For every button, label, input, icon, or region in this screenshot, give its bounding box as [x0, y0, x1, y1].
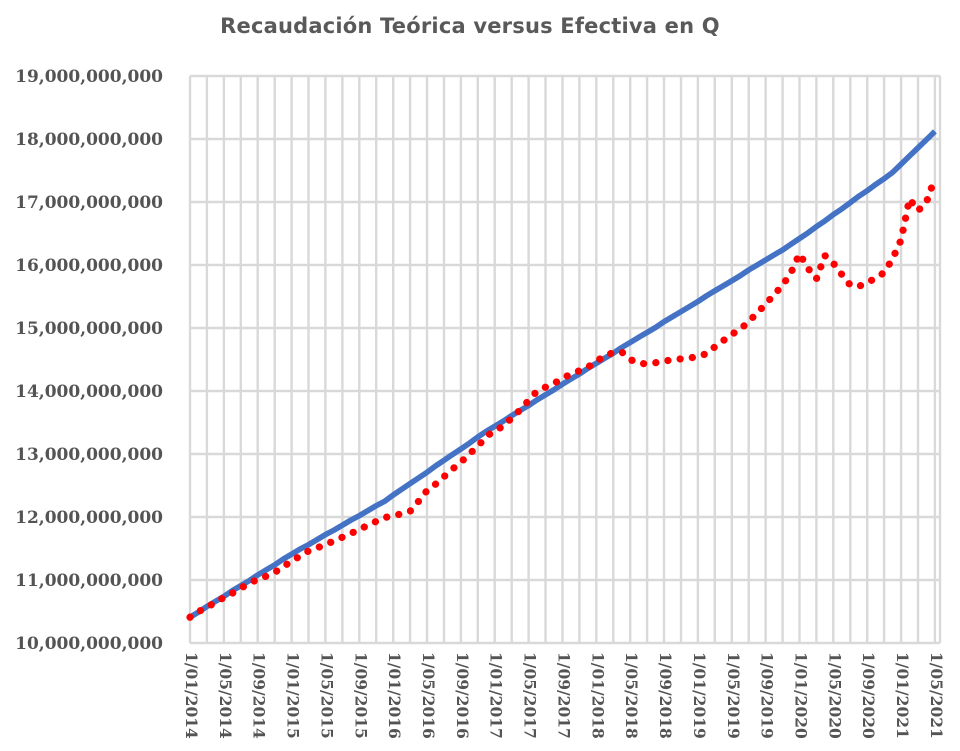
y-axis-tick-label: 14,000,000,000	[15, 382, 163, 402]
x-axis-tick-label: 1/01/2021	[893, 652, 912, 739]
x-axis-tick-label: 1/09/2019	[758, 652, 777, 739]
x-axis-tick-label: 1/01/2016	[385, 652, 404, 739]
x-axis-tick-label: 1/01/2017	[487, 652, 506, 739]
x-axis-tick-label: 1/01/2018	[588, 652, 607, 739]
x-axis-tick-label: 1/05/2018	[622, 652, 641, 739]
x-axis-tick-label: 1/09/2018	[656, 652, 675, 739]
y-axis-tick-label: 18,000,000,000	[15, 130, 163, 150]
chart-title: Recaudación Teórica versus Efectiva en Q	[220, 14, 720, 38]
x-axis-tick-label: 1/05/2019	[724, 652, 743, 739]
y-axis-tick-label: 16,000,000,000	[15, 256, 163, 276]
x-axis-tick-label: 1/05/2015	[317, 652, 336, 739]
x-axis-tick-label: 1/05/2021	[927, 652, 946, 739]
x-axis-tick-label: 1/01/2015	[284, 652, 303, 739]
y-axis-tick-label: 12,000,000,000	[15, 508, 163, 528]
x-axis-tick-label: 1/05/2020	[825, 652, 844, 739]
series-teorica-line	[188, 129, 937, 620]
x-axis-tick-label: 1/05/2017	[521, 652, 540, 739]
x-axis-tick-label: 1/09/2017	[555, 652, 574, 739]
y-axis-tick-label: 17,000,000,000	[15, 193, 163, 213]
x-axis-tick-label: 1/01/2014	[182, 652, 201, 739]
x-axis-tick-label: 1/09/2020	[859, 652, 878, 739]
y-axis-tick-label: 11,000,000,000	[15, 571, 163, 591]
x-axis-tick-label: 1/09/2016	[453, 652, 472, 739]
x-axis-tick-label: 1/05/2016	[419, 652, 438, 739]
x-axis-tick-label: 1/09/2015	[351, 652, 370, 739]
x-axis-tick-label: 1/09/2014	[250, 652, 269, 739]
y-axis-tick-label: 13,000,000,000	[15, 445, 163, 465]
y-axis-tick-label: 15,000,000,000	[15, 319, 163, 339]
x-axis-tick-label: 1/01/2020	[792, 652, 811, 739]
series-efectiva-dotted-line	[186, 174, 939, 621]
x-axis-tick-label: 1/05/2014	[216, 652, 235, 739]
x-axis-tick-label: 1/01/2019	[690, 652, 709, 739]
y-axis-tick-label: 19,000,000,000	[15, 67, 163, 87]
y-axis-tick-label: 10,000,000,000	[15, 634, 163, 654]
